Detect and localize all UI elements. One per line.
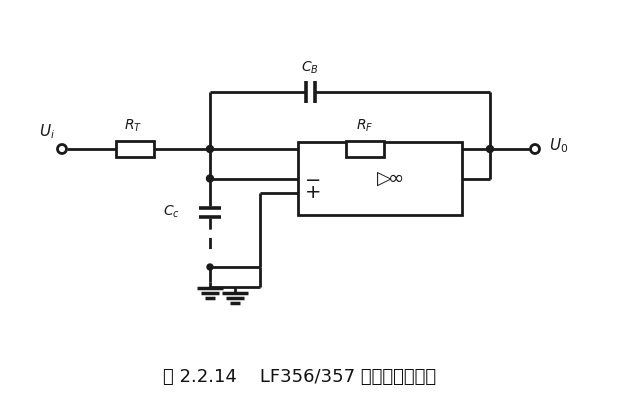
Circle shape <box>207 264 213 270</box>
Circle shape <box>487 145 494 153</box>
Circle shape <box>206 175 213 182</box>
Text: $U_i$: $U_i$ <box>39 122 55 141</box>
Text: 图 2.2.14    LF356/357 的超前补偿电路: 图 2.2.14 LF356/357 的超前补偿电路 <box>163 368 437 386</box>
Text: $\triangleright\!\infty$: $\triangleright\!\infty$ <box>376 169 404 188</box>
Circle shape <box>58 144 67 153</box>
Text: $R_F$: $R_F$ <box>356 118 374 134</box>
Bar <box>298 142 462 215</box>
Text: $-$: $-$ <box>304 169 320 188</box>
Bar <box>116 141 154 157</box>
Circle shape <box>531 144 540 153</box>
Text: $+$: $+$ <box>304 184 320 203</box>
Text: $R_T$: $R_T$ <box>124 118 142 134</box>
Text: $C_c$: $C_c$ <box>163 204 180 220</box>
Text: $C_B$: $C_B$ <box>301 59 319 76</box>
Text: $U_0$: $U_0$ <box>549 137 569 155</box>
Circle shape <box>206 145 213 153</box>
Bar <box>346 141 384 157</box>
